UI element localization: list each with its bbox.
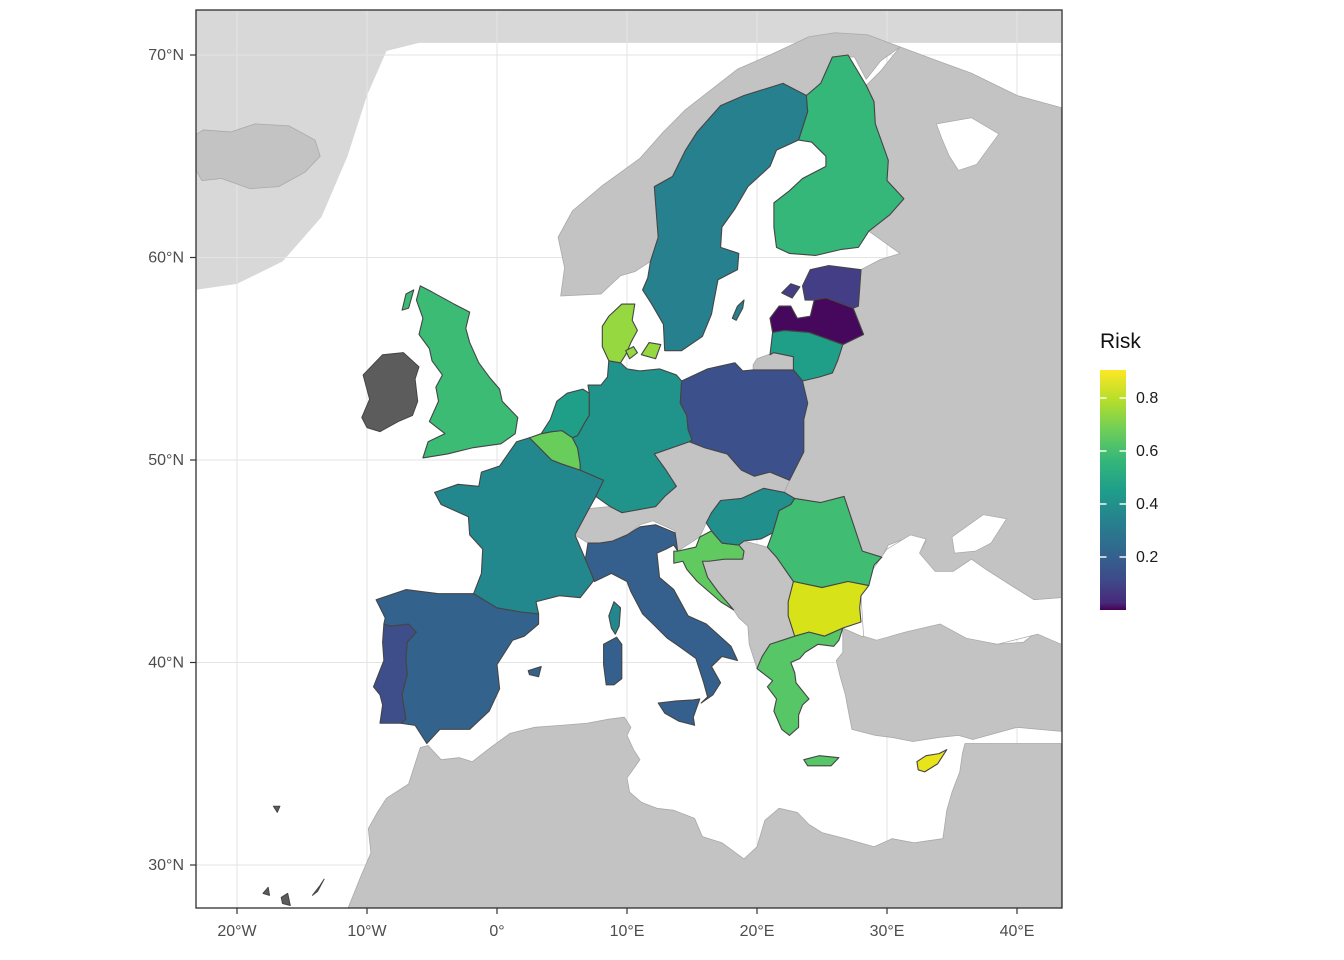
country-spain-mallorca (528, 667, 541, 677)
region-iceland (196, 124, 320, 189)
y-axis: 70°N 60°N 50°N 40°N 30°N (148, 47, 196, 874)
y-axis-label: 70°N (148, 47, 184, 64)
legend-tick-label: 0.4 (1136, 496, 1158, 513)
island-canary-2 (281, 893, 290, 905)
country-cyprus (917, 750, 947, 772)
x-axis-label: 40°E (1000, 923, 1035, 940)
island-canary-3 (312, 879, 324, 895)
x-axis-label: 10°E (610, 923, 645, 940)
x-axis-label: 20°W (217, 923, 257, 940)
x-axis-label: 20°E (740, 923, 775, 940)
country-uk-hebrides (402, 290, 414, 310)
country-greece-crete (804, 756, 839, 766)
y-axis-label: 50°N (148, 452, 184, 469)
x-axis-label: 10°W (347, 923, 387, 940)
legend-tick-label: 0.8 (1136, 390, 1158, 407)
island-madeira (273, 806, 280, 812)
white-sea (936, 118, 998, 171)
country-poland (680, 363, 807, 480)
y-axis-label: 40°N (148, 655, 184, 672)
country-denmark-zealand (641, 343, 661, 359)
country-denmark (602, 304, 637, 363)
country-sweden-gotland (732, 300, 744, 320)
country-greece (757, 628, 843, 735)
country-estonia-saaremaa (782, 284, 800, 298)
country-denmark-funen (626, 347, 638, 359)
country-united-kingdom (416, 286, 517, 458)
panel-border (195, 9, 1063, 909)
sea-of-azov (952, 515, 1007, 553)
country-italy-sardinia (604, 637, 622, 685)
region-arctic-background (196, 10, 1062, 290)
map-panel (196, 10, 1062, 908)
legend-title: Risk (1100, 330, 1141, 353)
y-axis-label: 30°N (148, 857, 184, 874)
country-germany (572, 361, 692, 513)
region-north-africa-levant (348, 717, 1062, 908)
country-finland (774, 55, 904, 255)
country-france-corsica (609, 602, 621, 634)
legend-tick-label: 0.2 (1136, 549, 1158, 566)
country-italy-sicily (658, 699, 700, 725)
island-canary-1 (263, 887, 270, 895)
y-axis-label: 60°N (148, 250, 184, 267)
country-ireland (362, 353, 419, 432)
country-lithuania (770, 330, 843, 381)
country-italy (585, 525, 737, 703)
x-axis: 20°W 10°W 0° 10°E 20°E 30°E 40°E (217, 908, 1034, 940)
x-axis-label: 30°E (870, 923, 905, 940)
country-croatia (674, 531, 744, 610)
black-sea (861, 535, 1061, 644)
legend-tick-label: 0.6 (1136, 443, 1158, 460)
legend-colorbar (1100, 370, 1126, 610)
legend: Risk 0.8 0.6 0.4 0.2 (1100, 330, 1158, 610)
country-bulgaria (788, 582, 869, 637)
x-axis-label: 0° (489, 923, 504, 940)
